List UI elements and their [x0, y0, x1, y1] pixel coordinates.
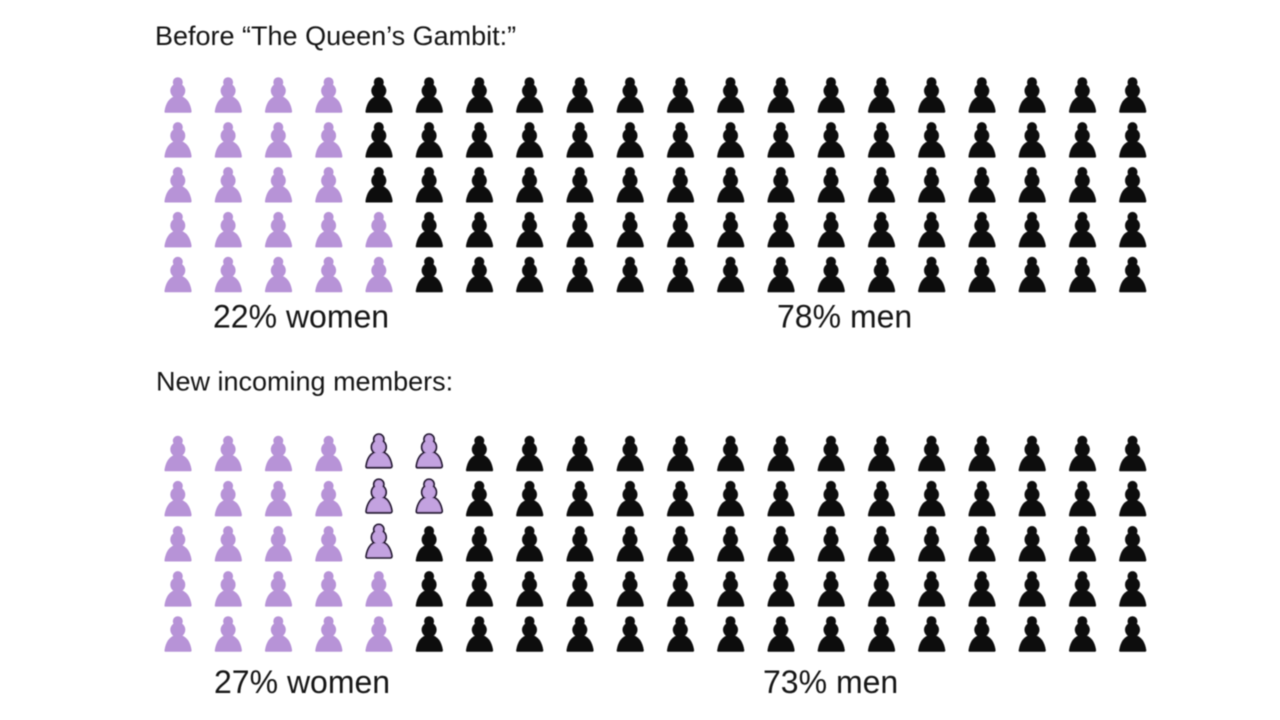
svg-text:22% women: 22% women: [213, 299, 389, 335]
svg-text:Before “The Queen’s Gambit:”: Before “The Queen’s Gambit:”: [155, 21, 516, 51]
svg-text:New incoming members:: New incoming members:: [156, 367, 453, 397]
svg-text:73% men: 73% men: [763, 664, 898, 700]
svg-text:27% women: 27% women: [214, 664, 390, 700]
svg-text:78% men: 78% men: [777, 299, 912, 335]
